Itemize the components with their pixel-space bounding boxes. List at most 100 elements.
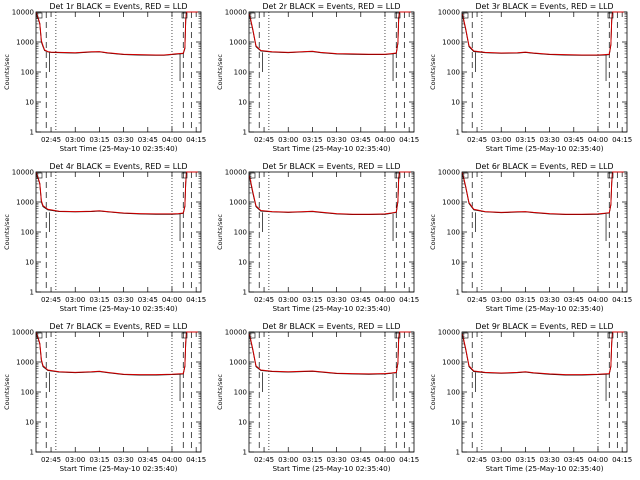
corner-box-marker	[607, 332, 614, 339]
chart-title: Det 9r BLACK = Events, RED = LLD	[476, 322, 614, 331]
x-tick-label: 02:45	[41, 136, 61, 144]
x-tick-label: 03:30	[540, 296, 560, 304]
y-tick-label: 1	[243, 129, 247, 137]
chart-panel-det-9: Det 9r BLACK = Events, RED = LLD 1 10 100 10…	[426, 320, 639, 480]
y-tick-label: 1	[30, 129, 34, 137]
y-tick-label: 10000	[225, 9, 247, 17]
x-tick-label: 02:45	[467, 296, 487, 304]
y-tick-label: 10	[238, 99, 247, 107]
x-tick-label: 03:45	[351, 456, 371, 464]
y-axis-label: Counts/sec	[429, 374, 437, 410]
corner-box-marker	[181, 332, 188, 339]
y-tick-label: 10	[451, 259, 460, 267]
x-tick-label: 04:15	[612, 136, 632, 144]
x-tick-label: 04:00	[162, 136, 182, 144]
chart-title: Det 2r BLACK = Events, RED = LLD	[263, 2, 401, 11]
y-tick-label: 10000	[12, 9, 34, 17]
y-tick-label: 1000	[16, 359, 34, 367]
x-tick-label: 03:00	[65, 296, 85, 304]
y-tick-label: 10000	[12, 329, 34, 337]
x-tick-label: 02:45	[467, 456, 487, 464]
x-tick-label: 03:15	[302, 136, 322, 144]
events-series-line	[36, 331, 198, 376]
y-tick-label: 1000	[442, 39, 460, 47]
lld-series-line	[36, 171, 198, 215]
chart-panel-det-2: Det 2r BLACK = Events, RED = LLD 1 10 100 10…	[213, 0, 426, 160]
x-tick-label: 03:00	[65, 456, 85, 464]
x-tick-label: 04:00	[375, 136, 395, 144]
lld-series-line	[249, 171, 411, 215]
chart-title: Det 8r BLACK = Events, RED = LLD	[263, 322, 401, 331]
plot-frame	[248, 11, 415, 133]
y-tick-label: 10000	[225, 169, 247, 177]
x-tick-label: 03:15	[515, 136, 535, 144]
y-tick-label: 100	[21, 69, 34, 77]
y-tick-label: 10000	[12, 169, 34, 177]
corner-box-marker	[249, 172, 256, 179]
x-axis-label: Start Time (25-May-10 02:35:40)	[272, 464, 390, 473]
y-tick-label: 100	[21, 389, 34, 397]
x-tick-label: 04:00	[588, 296, 608, 304]
events-series-line	[36, 11, 198, 56]
x-tick-label: 03:00	[278, 456, 298, 464]
chart-svg: Det 2r BLACK = Events, RED = LLD 1 10 100 10…	[216, 2, 419, 153]
lld-series-line	[249, 11, 411, 55]
x-tick-label: 03:45	[564, 296, 584, 304]
plot-frame	[248, 331, 415, 453]
y-axis-label: Counts/sec	[3, 214, 11, 250]
x-tick-label: 03:30	[327, 456, 347, 464]
x-tick-label: 03:00	[491, 136, 511, 144]
y-tick-label: 100	[447, 69, 460, 77]
corner-box-marker	[394, 332, 401, 339]
y-axis-label: Counts/sec	[3, 374, 11, 410]
x-tick-label: 04:00	[162, 296, 182, 304]
y-tick-label: 10000	[225, 329, 247, 337]
chart-title: Det 1r BLACK = Events, RED = LLD	[50, 2, 188, 11]
corner-box-marker	[462, 332, 469, 339]
y-tick-label: 100	[447, 389, 460, 397]
plot-frame	[35, 171, 202, 293]
chart-panel-det-7: Det 7r BLACK = Events, RED = LLD 1 10 100 10…	[0, 320, 213, 480]
x-tick-label: 03:15	[89, 296, 109, 304]
x-tick-label: 03:00	[65, 136, 85, 144]
events-series-line	[462, 11, 624, 56]
corner-box-marker	[36, 332, 43, 339]
chart-svg: Det 6r BLACK = Events, RED = LLD 1 10 100 10…	[429, 162, 632, 313]
x-axis-label: Start Time (25-May-10 02:35:40)	[485, 144, 603, 153]
x-tick-label: 02:45	[467, 136, 487, 144]
y-tick-label: 100	[234, 69, 247, 77]
y-tick-label: 1	[30, 449, 34, 457]
y-tick-label: 1	[243, 289, 247, 297]
y-tick-label: 10	[25, 419, 34, 427]
corner-box-marker	[36, 172, 43, 179]
plot-frame	[461, 171, 628, 293]
y-axis-label: Counts/sec	[216, 214, 224, 250]
corner-box-marker	[394, 172, 401, 179]
x-tick-label: 03:00	[491, 296, 511, 304]
y-tick-label: 1	[243, 449, 247, 457]
y-tick-label: 10	[25, 259, 34, 267]
x-tick-label: 04:00	[375, 456, 395, 464]
y-tick-label: 100	[21, 229, 34, 237]
x-tick-label: 04:15	[186, 456, 206, 464]
lld-series-line	[462, 11, 624, 56]
x-axis-label: Start Time (25-May-10 02:35:40)	[272, 144, 390, 153]
x-tick-label: 03:30	[327, 296, 347, 304]
x-tick-label: 04:00	[588, 456, 608, 464]
x-tick-label: 03:30	[114, 296, 134, 304]
x-tick-label: 03:45	[138, 456, 158, 464]
x-tick-label: 04:15	[399, 296, 419, 304]
y-tick-label: 100	[234, 389, 247, 397]
x-tick-label: 03:15	[89, 136, 109, 144]
lld-series-line	[462, 171, 624, 215]
events-series-line	[462, 331, 624, 376]
x-tick-label: 03:30	[114, 456, 134, 464]
corner-box-marker	[607, 12, 614, 19]
y-tick-label: 1000	[16, 199, 34, 207]
y-axis-label: Counts/sec	[216, 54, 224, 90]
chart-svg: Det 5r BLACK = Events, RED = LLD 1 10 100 10…	[216, 162, 419, 313]
x-tick-label: 03:15	[515, 456, 535, 464]
y-tick-label: 1000	[442, 359, 460, 367]
chart-panel-det-8: Det 8r BLACK = Events, RED = LLD 1 10 100 10…	[213, 320, 426, 480]
corner-box-marker	[462, 172, 469, 179]
